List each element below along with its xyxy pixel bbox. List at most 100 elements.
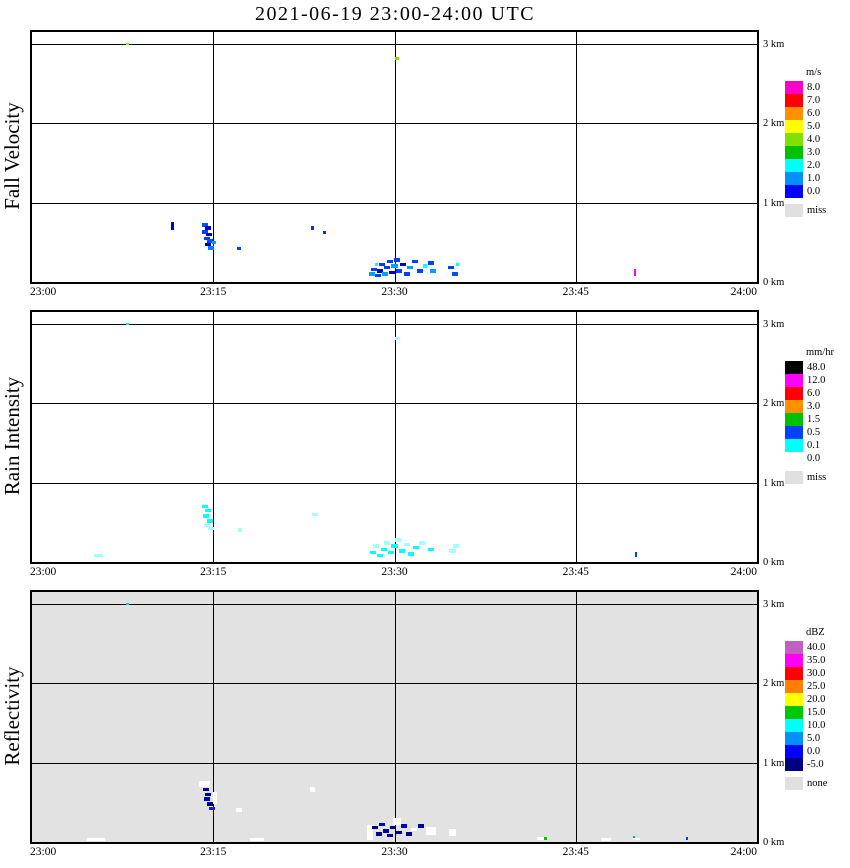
legend-color-swatch [785,641,803,654]
vertical-gridline [575,592,577,842]
legend-value-label: 0.1 [807,440,821,451]
data-cell [685,837,689,841]
data-cell [391,264,398,268]
data-cell [427,547,434,552]
x-tick-label: 24:00 [730,566,757,578]
horizontal-gridline [32,603,757,605]
vertical-gridline [575,312,577,562]
data-cell [310,225,314,231]
legend-rows: 8.0 7.0 6.0 5.0 4.0 3.0 2.0 1.0 0.0 miss [785,81,847,217]
legend-entry: miss [785,471,847,484]
data-cell [203,236,210,241]
legend-entry: 30.0 [785,667,847,680]
horizontal-gridline [32,762,757,764]
legend-entry: 7.0 [785,94,847,107]
data-cell [202,230,209,234]
data-cell [235,808,242,813]
legend-entry: 35.0 [785,654,847,667]
legend-color-swatch [785,758,803,771]
legend-value-label: 5.0 [807,733,821,744]
vertical-gridline [213,592,215,842]
data-cell [367,824,374,841]
data-cell [372,825,379,830]
data-cell [405,832,412,836]
legend-entry: 6.0 [785,107,847,120]
data-cell [125,322,130,326]
legend-rows: 40.0 35.0 30.0 25.0 20.0 15.0 10.0 5.0 0.0 -5.0 no… [785,641,847,790]
x-tick-label: 23:15 [200,846,227,858]
legend-entry: 0.5 [785,426,847,439]
x-tick-label: 23:30 [381,286,408,298]
x-tick-label: 24:00 [730,286,757,298]
data-cell [237,247,242,250]
data-cell [387,550,394,555]
y-tick-label: 2 km [763,678,785,690]
data-cell [398,549,405,553]
data-cell [395,56,399,60]
data-cell [238,528,242,533]
horizontal-gridline [32,123,757,125]
legend-entry: 4.0 [785,133,847,146]
data-cell [380,547,387,552]
legend-value-label: 3.0 [807,147,821,158]
data-cell [410,827,417,832]
data-cell [206,518,213,523]
reflectivity-time-labels: 23:00 23:15 23:30 23:45 24:00 [30,846,757,860]
data-cell [212,240,216,245]
data-cell [383,829,390,833]
data-cell [396,830,403,835]
data-cell [419,541,426,545]
horizontal-gridline [32,683,757,685]
data-cell [311,513,318,516]
data-cell [427,261,434,265]
legend-value-label: 48.0 [807,362,826,373]
data-cell [125,602,130,606]
legend-color-swatch [785,120,803,133]
data-cell [213,792,217,805]
data-cell [408,552,415,556]
legend-color-swatch [785,146,803,159]
legend-entry: 5.0 [785,732,847,745]
legend-color-swatch [785,471,803,484]
rain-intensity-legend: mm/hr 48.0 12.0 6.0 3.0 1.5 0.5 0.1 0.0 miss [785,346,847,484]
rain-intensity-axis-title: Rain Intensity [0,376,24,496]
legend-entry: 15.0 [785,706,847,719]
data-cell [206,802,213,806]
data-cell [86,838,106,842]
data-cell [412,259,419,264]
data-cell [601,838,611,841]
x-tick-label: 24:00 [730,846,757,858]
data-cell [207,238,214,243]
y-tick-label: 1 km [763,197,785,209]
legend-entry: miss [785,204,847,217]
vertical-gridline [394,312,396,562]
legend-value-label: miss [807,472,827,483]
data-cell [413,545,420,550]
vertical-gridline [394,592,396,842]
legend-color-swatch [785,777,803,790]
legend-value-label: 1.5 [807,414,821,425]
data-cell [374,273,381,278]
data-cell [403,542,410,547]
legend-value-label: miss [807,205,827,216]
data-cell [376,553,383,558]
data-cell [451,272,458,276]
legend-color-swatch [785,133,803,146]
legend-color-swatch [785,654,803,667]
y-tick-label: 0 km [763,557,785,568]
legend-entry: 0.0 [785,745,847,758]
data-cell [375,832,382,836]
fall-velocity-legend: m/s 8.0 7.0 6.0 5.0 4.0 3.0 2.0 1.0 0.0 miss [785,66,847,217]
legend-color-swatch [785,719,803,732]
data-cell [390,825,397,830]
legend-color-swatch [785,81,803,94]
legend-color-swatch [785,400,803,413]
legend-entry: 8.0 [785,81,847,94]
data-cell [199,780,211,788]
data-cell [544,837,547,841]
data-cell [455,262,459,267]
legend-value-label: 25.0 [807,681,826,692]
legend-value-label: 1.0 [807,173,821,184]
x-tick-label: 23:00 [30,286,57,298]
data-cell [208,246,215,250]
